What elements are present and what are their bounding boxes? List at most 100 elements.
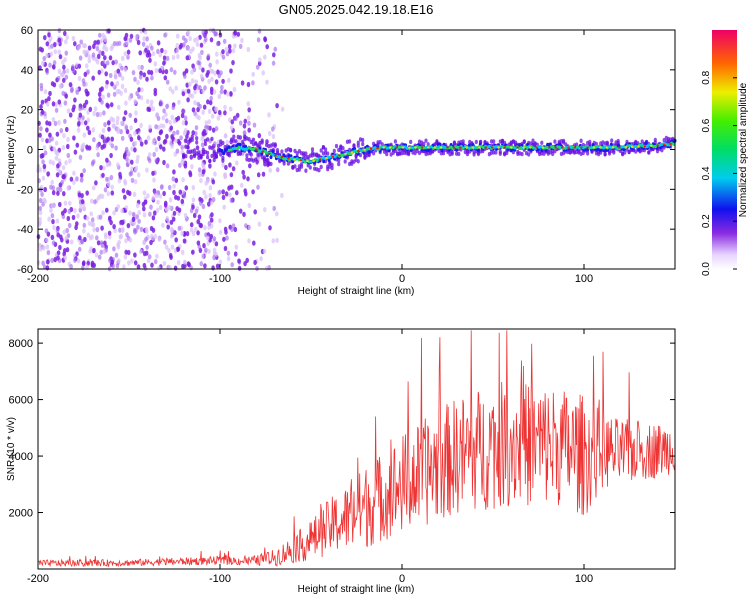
noise-cell bbox=[52, 60, 57, 66]
ridge-core-cell bbox=[315, 159, 319, 163]
noise-cell bbox=[191, 130, 195, 136]
noise-cell bbox=[180, 159, 185, 165]
noise-cell bbox=[184, 38, 188, 44]
noise-cell bbox=[93, 199, 97, 205]
noise-cell bbox=[76, 258, 81, 264]
ridge-core-cell bbox=[391, 146, 395, 150]
ridge-halo-cell bbox=[219, 152, 223, 157]
noise-cell bbox=[110, 184, 114, 190]
noise-cell bbox=[174, 177, 179, 183]
noise-cell bbox=[231, 60, 235, 66]
noise-cell bbox=[164, 112, 168, 118]
ridge-core-cell bbox=[584, 145, 587, 149]
noise-cell bbox=[66, 143, 70, 150]
noise-cell bbox=[209, 86, 214, 92]
y-tick-label: 0 bbox=[27, 145, 33, 157]
noise-cell bbox=[110, 136, 114, 142]
ridge-peak-cell bbox=[293, 158, 296, 161]
noise-cell bbox=[67, 222, 72, 229]
noise-cell bbox=[165, 163, 170, 169]
ridge-band-cell bbox=[322, 159, 326, 164]
ridge-peak-cell bbox=[255, 148, 258, 151]
ridge-peak-cell bbox=[484, 146, 488, 149]
noise-cell bbox=[228, 162, 232, 168]
noise-cell bbox=[78, 55, 83, 61]
noise-cell bbox=[211, 127, 216, 133]
noise-cell bbox=[48, 90, 52, 97]
ridge-halo-cell bbox=[640, 139, 644, 144]
noise-cell bbox=[207, 248, 211, 254]
ridge-peak-cell bbox=[408, 146, 411, 149]
noise-cell bbox=[228, 48, 232, 54]
noise-cell bbox=[100, 225, 104, 231]
noise-cell bbox=[123, 110, 128, 116]
noise-cell bbox=[100, 243, 105, 249]
noise-cell bbox=[223, 226, 228, 232]
noise-cell bbox=[149, 103, 153, 109]
noise-cell bbox=[173, 248, 178, 254]
noise-cell bbox=[140, 64, 144, 70]
noise-cell bbox=[39, 126, 43, 132]
noise-cell bbox=[275, 103, 279, 109]
ridge-halo-cell bbox=[326, 151, 330, 156]
ridge-halo-cell bbox=[457, 151, 461, 157]
noise-cell bbox=[97, 254, 102, 260]
noise-cell bbox=[43, 150, 48, 156]
noise-cell bbox=[43, 35, 47, 41]
noise-cell bbox=[146, 135, 151, 141]
noise-cell bbox=[275, 211, 279, 217]
noise-cell bbox=[262, 248, 267, 254]
noise-cell bbox=[197, 214, 202, 220]
noise-cell bbox=[223, 104, 227, 110]
noise-cell bbox=[47, 96, 51, 102]
noise-cell bbox=[41, 60, 45, 66]
ridge-halo-cell bbox=[352, 143, 356, 148]
noise-cell bbox=[257, 221, 262, 227]
noise-cell bbox=[50, 213, 55, 219]
noise-cell bbox=[55, 218, 60, 224]
ridge-halo-cell bbox=[319, 164, 323, 170]
noise-cell bbox=[191, 204, 195, 210]
noise-cell bbox=[109, 219, 113, 226]
noise-cell bbox=[218, 259, 223, 265]
noise-cell bbox=[199, 42, 204, 48]
noise-cell bbox=[142, 240, 146, 246]
noise-cell bbox=[161, 222, 165, 228]
noise-cell bbox=[49, 51, 53, 57]
noise-cell bbox=[201, 253, 205, 259]
noise-cell bbox=[221, 54, 226, 60]
noise-cell bbox=[167, 184, 172, 191]
noise-cell bbox=[68, 200, 72, 206]
noise-cell bbox=[135, 33, 139, 40]
noise-cell bbox=[183, 73, 187, 79]
noise-cell bbox=[100, 134, 105, 140]
noise-cell bbox=[169, 233, 174, 239]
noise-cell bbox=[42, 245, 46, 251]
noise-cell bbox=[154, 146, 159, 152]
noise-cell bbox=[189, 227, 194, 233]
noise-cell bbox=[261, 171, 266, 177]
noise-cell bbox=[229, 172, 234, 178]
noise-cell bbox=[56, 250, 61, 256]
noise-cell bbox=[231, 48, 236, 54]
noise-cell bbox=[58, 186, 63, 193]
noise-cell bbox=[265, 79, 269, 85]
noise-cell bbox=[263, 54, 267, 60]
noise-cell bbox=[229, 125, 234, 131]
noise-cell bbox=[162, 260, 167, 267]
noise-cell bbox=[183, 163, 188, 169]
noise-cell bbox=[92, 185, 96, 191]
noise-cell bbox=[142, 251, 147, 257]
noise-cell bbox=[191, 185, 196, 191]
noise-cell bbox=[208, 100, 213, 106]
noise-cell bbox=[218, 229, 223, 235]
ridge-halo-cell bbox=[498, 151, 502, 156]
noise-cell bbox=[229, 197, 234, 203]
noise-cell bbox=[159, 123, 163, 129]
noise-cell bbox=[42, 163, 47, 170]
noise-cell bbox=[188, 172, 193, 178]
ridge-halo-cell bbox=[275, 150, 280, 155]
noise-cell bbox=[214, 79, 219, 85]
noise-cell bbox=[54, 155, 59, 161]
ridge-band-cell bbox=[269, 155, 273, 160]
